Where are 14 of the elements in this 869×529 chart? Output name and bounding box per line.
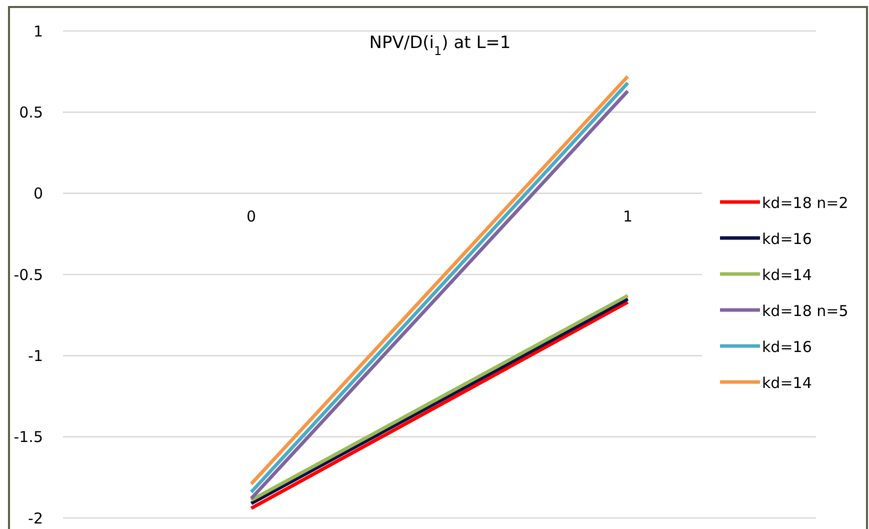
legend-label: kd=16	[762, 338, 812, 356]
legend-label: kd=14	[762, 266, 812, 284]
legend-label: kd=14	[762, 374, 812, 392]
y-tick-label: -1.5	[14, 428, 43, 446]
chart-title: NPV/D(i$_{1}$) at L=1	[369, 33, 511, 58]
y-tick-label: -2	[28, 509, 43, 528]
y-tick-label: 0.5	[19, 103, 43, 122]
legend-label: kd=16	[762, 230, 812, 248]
y-tick-label: -1	[28, 346, 43, 365]
legend-label: kd=18 n=5	[762, 302, 848, 320]
y-tick-label: -0.5	[14, 266, 43, 284]
legend-label: kd=18 n=2	[762, 194, 848, 212]
y-tick-label: 0	[33, 184, 43, 203]
y-tick-label: 1	[33, 22, 43, 40]
